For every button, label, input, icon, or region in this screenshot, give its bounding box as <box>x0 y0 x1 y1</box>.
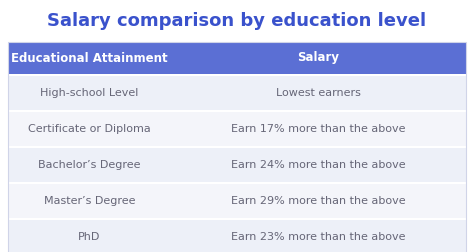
Text: Lowest earners: Lowest earners <box>276 88 361 98</box>
Bar <box>8 76 171 110</box>
Text: Salary comparison by education level: Salary comparison by education level <box>47 12 427 30</box>
Bar <box>8 184 171 218</box>
Text: Educational Attainment: Educational Attainment <box>11 51 168 65</box>
Bar <box>171 184 466 218</box>
Bar <box>8 42 466 252</box>
Bar <box>171 76 466 110</box>
Bar <box>171 220 466 252</box>
Bar <box>8 42 171 74</box>
Text: PhD: PhD <box>78 232 100 242</box>
Text: Earn 24% more than the above: Earn 24% more than the above <box>231 160 406 170</box>
Text: Salary: Salary <box>297 51 339 65</box>
Text: Certificate or Diploma: Certificate or Diploma <box>28 124 151 134</box>
Text: Earn 29% more than the above: Earn 29% more than the above <box>231 196 406 206</box>
Bar <box>171 42 466 74</box>
Text: High-school Level: High-school Level <box>40 88 138 98</box>
Bar <box>171 148 466 182</box>
Bar <box>8 220 171 252</box>
Text: Earn 23% more than the above: Earn 23% more than the above <box>231 232 406 242</box>
Text: Bachelor’s Degree: Bachelor’s Degree <box>38 160 141 170</box>
Bar <box>8 112 171 146</box>
Bar <box>8 148 171 182</box>
Text: Master’s Degree: Master’s Degree <box>44 196 135 206</box>
Text: Earn 17% more than the above: Earn 17% more than the above <box>231 124 406 134</box>
Bar <box>171 112 466 146</box>
